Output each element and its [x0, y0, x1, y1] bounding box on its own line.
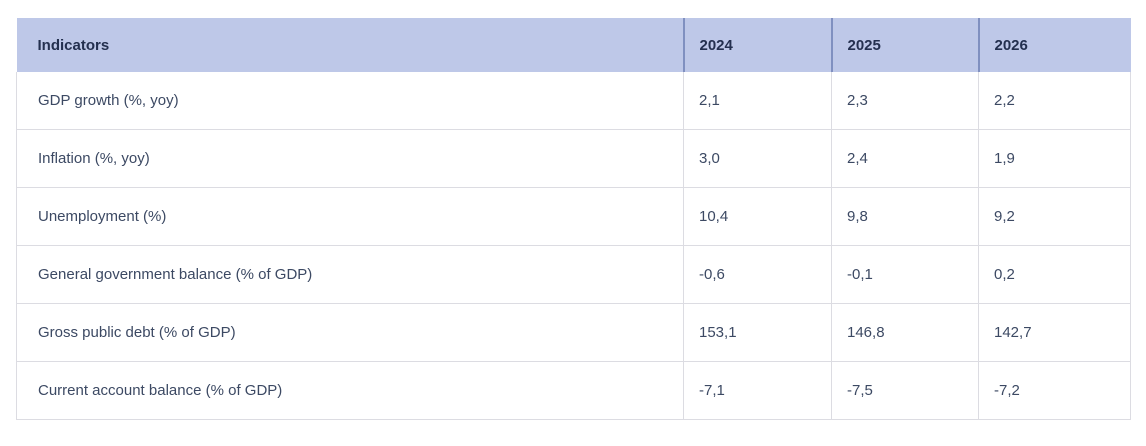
value-cell: 9,8: [831, 187, 979, 246]
table-header: Indicators 2024 2025 2026: [16, 18, 1131, 72]
value-cell: 146,8: [831, 303, 979, 362]
value-cell: 9,2: [978, 187, 1131, 246]
row-label: General government balance (% of GDP): [16, 245, 684, 304]
value-cell: 153,1: [683, 303, 832, 362]
value-cell: 0,2: [978, 245, 1131, 304]
column-header-2025: 2025: [831, 18, 980, 72]
table-row-government-balance: General government balance (% of GDP) -0…: [16, 245, 1131, 304]
value-cell: -0,6: [683, 245, 832, 304]
value-cell: 10,4: [683, 187, 832, 246]
row-label: Gross public debt (% of GDP): [16, 303, 684, 362]
value-cell: -7,5: [831, 361, 979, 420]
value-cell: 2,1: [683, 72, 832, 130]
value-cell: -7,1: [683, 361, 832, 420]
table-row-public-debt: Gross public debt (% of GDP) 153,1 146,8…: [16, 303, 1131, 362]
table-row-inflation: Inflation (%, yoy) 3,0 2,4 1,9: [16, 129, 1131, 188]
row-label: Inflation (%, yoy): [16, 129, 684, 188]
column-header-2024: 2024: [683, 18, 833, 72]
value-cell: -0,1: [831, 245, 979, 304]
row-label: Current account balance (% of GDP): [16, 361, 684, 420]
table-row-gdp-growth: GDP growth (%, yoy) 2,1 2,3 2,2: [16, 72, 1131, 130]
value-cell: 142,7: [978, 303, 1131, 362]
value-cell: 2,3: [831, 72, 979, 130]
row-label: Unemployment (%): [16, 187, 684, 246]
value-cell: 2,4: [831, 129, 979, 188]
value-cell: -7,2: [978, 361, 1131, 420]
indicators-table-container: Indicators 2024 2025 2026 GDP growth (%,…: [16, 18, 1131, 420]
value-cell: 1,9: [978, 129, 1131, 188]
table-body: GDP growth (%, yoy) 2,1 2,3 2,2 Inflatio…: [16, 72, 1131, 420]
value-cell: 3,0: [683, 129, 832, 188]
table-row-current-account: Current account balance (% of GDP) -7,1 …: [16, 361, 1131, 420]
row-label: GDP growth (%, yoy): [16, 72, 684, 130]
header-row: Indicators 2024 2025 2026: [16, 18, 1131, 72]
column-header-indicators: Indicators: [16, 18, 685, 72]
column-header-2026: 2026: [978, 18, 1131, 72]
value-cell: 2,2: [978, 72, 1131, 130]
indicators-table: Indicators 2024 2025 2026 GDP growth (%,…: [16, 18, 1131, 420]
table-row-unemployment: Unemployment (%) 10,4 9,8 9,2: [16, 187, 1131, 246]
